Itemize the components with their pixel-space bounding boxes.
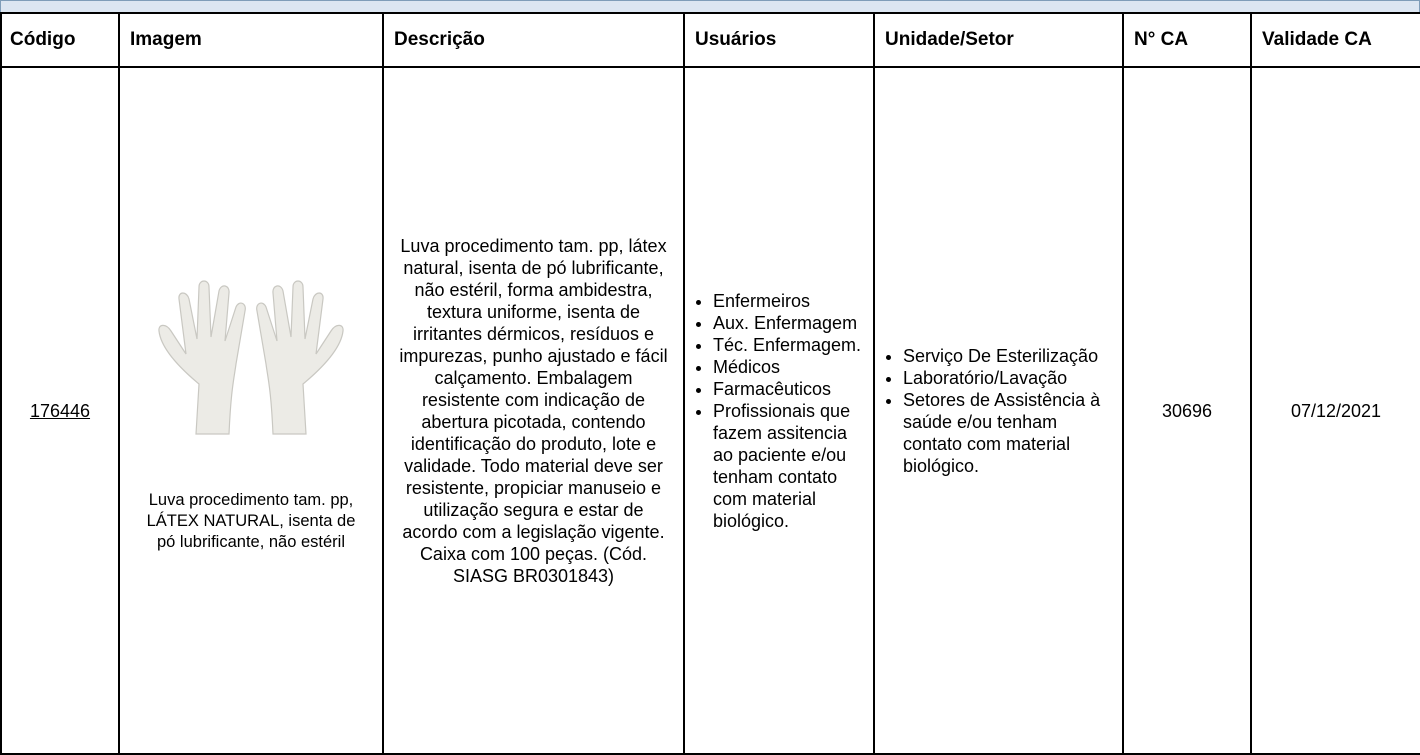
ca-cell: 30696 [1122,66,1252,755]
header-cell: N° CA [1122,12,1252,68]
header-cell: Validade CA [1250,12,1420,68]
users-cell: EnfermeirosAux. EnfermagemTéc. Enfermage… [683,66,875,755]
glove-image [158,279,344,435]
list-item: Setores de Assistência à saúde e/ou tenh… [903,389,1112,477]
header-cell: Unidade/Setor [873,12,1124,68]
code-cell: 176446 [0,66,120,755]
header-cell: Usuários [683,12,875,68]
validity-cell: 07/12/2021 [1250,66,1420,755]
list-item: Farmacêuticos [713,378,865,400]
users-list: EnfermeirosAux. EnfermagemTéc. Enfermage… [685,290,865,532]
header-cell: Imagem [118,12,384,68]
header-cell: Código [0,12,120,68]
epi-table: Código Imagem Descrição Usuários Unidade… [0,12,1420,755]
units-cell: Serviço De EsterilizaçãoLaboratório/Lava… [873,66,1124,755]
code-link[interactable]: 176446 [29,400,91,421]
image-cell: Luva procedimento tam. pp, LÁTEX NATURAL… [118,66,384,755]
description-cell: Luva procedimento tam. pp, látex natural… [382,66,685,755]
list-item: Aux. Enfermagem [713,312,865,334]
body-row: 176446 Luva procedimento tam. pp, LÁTEX … [0,66,1420,755]
list-item: Téc. Enfermagem. [713,334,865,356]
units-list: Serviço De EsterilizaçãoLaboratório/Lava… [875,345,1112,477]
top-strip [0,0,1420,12]
list-item: Enfermeiros [713,290,865,312]
header-row: Código Imagem Descrição Usuários Unidade… [0,12,1420,68]
list-item: Laboratório/Lavação [903,367,1112,389]
image-caption: Luva procedimento tam. pp, LÁTEX NATURAL… [146,490,356,551]
list-item: Serviço De Esterilização [903,345,1112,367]
header-cell: Descrição [382,12,685,68]
list-item: Médicos [713,356,865,378]
list-item: Profissionais que fazem assitencia ao pa… [713,400,865,532]
